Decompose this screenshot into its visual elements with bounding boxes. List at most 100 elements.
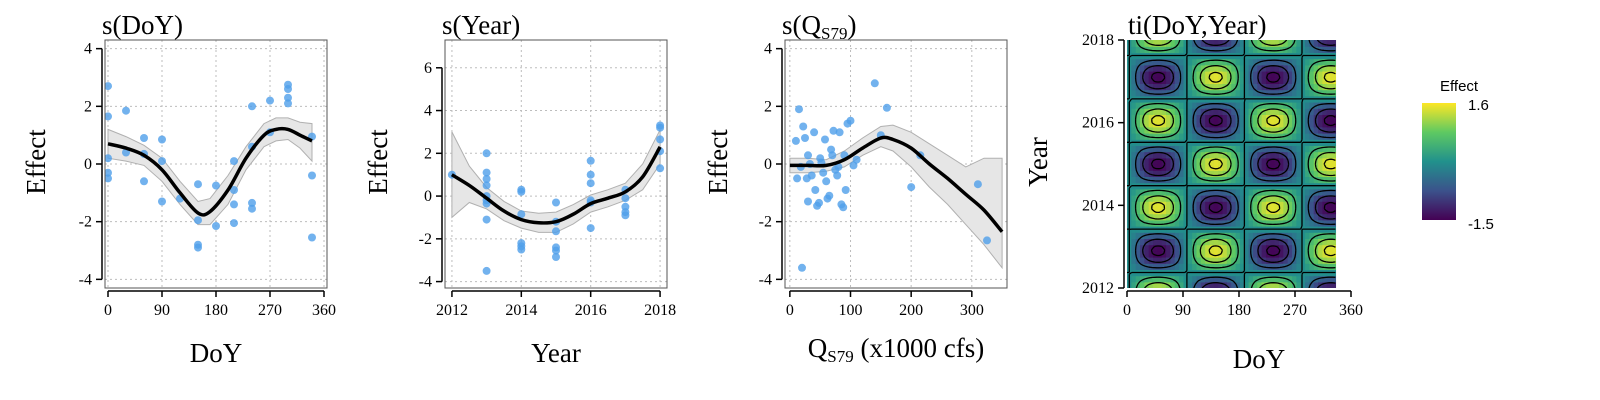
heatmap-cell (1157, 77, 1163, 84)
heatmap-cell (1300, 77, 1306, 84)
heatmap-cell (1157, 263, 1163, 270)
heatmap-cell (1239, 120, 1245, 128)
y-tick-label: -2 (759, 214, 772, 231)
heatmap-cell (1183, 238, 1189, 246)
heatmap-cell (1252, 157, 1258, 165)
heatmap-cell (1331, 157, 1337, 165)
heatmap-cell (1248, 64, 1254, 72)
data-point (194, 243, 202, 252)
heatmap-cell (1174, 108, 1180, 115)
heatmap-cell (1196, 108, 1202, 115)
heatmap-cell (1292, 89, 1297, 97)
heatmap-cell (1235, 133, 1241, 140)
heatmap-cell (1305, 201, 1310, 208)
heatmap-cell (1252, 164, 1258, 171)
heatmap-cell (1300, 145, 1306, 153)
heatmap-cell (1231, 188, 1237, 196)
heatmap-cell (1187, 275, 1193, 283)
heatmap-cell (1265, 40, 1271, 47)
heatmap-cell (1131, 77, 1137, 84)
confidence-band (451, 129, 661, 233)
heatmap-cell (1183, 164, 1189, 171)
data-point (799, 122, 808, 131)
heatmap-cell (1283, 257, 1289, 264)
heatmap-cell (1179, 157, 1185, 165)
heatmap-cell (1248, 257, 1254, 264)
heatmap-cell (1265, 195, 1271, 202)
heatmap-cell (1205, 207, 1211, 215)
heatmap-cell (1287, 102, 1293, 109)
heatmap-cell (1196, 275, 1202, 283)
y-tick-label: 4 (764, 41, 772, 58)
contour-line (1142, 40, 1336, 288)
x-tick-label: 2016 (575, 302, 607, 319)
heatmap-cell (1287, 201, 1293, 208)
heatmap-cell (1270, 133, 1276, 140)
heatmap-cell (1205, 164, 1211, 171)
heatmap-cell (1135, 232, 1141, 239)
heatmap-cell (1209, 46, 1215, 53)
heatmap-cell (1322, 281, 1328, 288)
data-point (811, 186, 820, 194)
heatmap-cell (1161, 188, 1167, 196)
heatmap-cell (1270, 250, 1276, 258)
heatmap-cell (1309, 232, 1315, 239)
heatmap-cell (1252, 250, 1258, 258)
heatmap-cell (1300, 213, 1306, 221)
heatmap-cell (1196, 145, 1202, 153)
heatmap-cell (1274, 157, 1280, 165)
heatmap-cell (1287, 207, 1293, 215)
heatmap-cell (1305, 83, 1310, 91)
heatmap-cell (1144, 213, 1150, 221)
heatmap-cell (1331, 64, 1337, 72)
heatmap-cell (1187, 244, 1193, 252)
heatmap-cell (1235, 176, 1241, 184)
heatmap-cell (1157, 232, 1163, 239)
heatmap-cell (1257, 108, 1263, 115)
heatmap-cell (1131, 46, 1137, 53)
heatmap-cell (1239, 232, 1245, 239)
heatmap-cell (1131, 219, 1137, 227)
heatmap-cell (1292, 170, 1297, 177)
data-point (907, 183, 916, 192)
heatmap-cell (1296, 219, 1302, 227)
heatmap-cell (1274, 213, 1280, 221)
heatmap-cell (1296, 108, 1302, 115)
heatmap-cell (1205, 120, 1211, 128)
x-tick-label: 200 (899, 302, 923, 319)
data-point (482, 215, 491, 224)
heatmap-cell (1174, 275, 1180, 283)
heatmap-cell (1196, 151, 1202, 159)
heatmap-cell (1244, 40, 1250, 47)
heatmap-cell (1231, 207, 1237, 215)
heatmap-cell (1183, 102, 1189, 109)
heatmap-cell (1226, 157, 1232, 165)
data-point (801, 134, 809, 142)
heatmap-cell (1326, 120, 1332, 128)
heatmap-cell (1179, 257, 1185, 264)
heatmap-cell (1235, 89, 1241, 97)
heatmap-cell (1305, 102, 1310, 109)
heatmap-cell (1213, 64, 1219, 72)
heatmap-cell (1196, 263, 1202, 270)
heatmap-cell (1179, 195, 1185, 202)
heatmap-cell (1222, 120, 1228, 128)
heatmap-cell (1170, 238, 1176, 246)
heatmap-cell (1174, 176, 1180, 184)
heatmap-cell (1205, 195, 1211, 202)
data-point (552, 253, 560, 261)
heatmap-cell (1235, 238, 1241, 246)
heatmap-cell (1140, 114, 1145, 122)
heatmap-cell (1278, 244, 1284, 252)
heatmap-cell (1200, 244, 1206, 252)
heatmap-cell (1131, 250, 1137, 258)
heatmap-cell (1292, 77, 1297, 84)
heatmap-cell (1265, 219, 1271, 227)
heatmap-cell (1140, 195, 1145, 202)
heatmap-cell (1252, 281, 1258, 288)
heatmap-cell (1296, 151, 1302, 159)
heatmap-cell (1239, 46, 1245, 53)
heatmap-cell (1274, 263, 1280, 270)
heatmap-cell (1318, 157, 1324, 165)
heatmap-cell (1274, 244, 1280, 252)
